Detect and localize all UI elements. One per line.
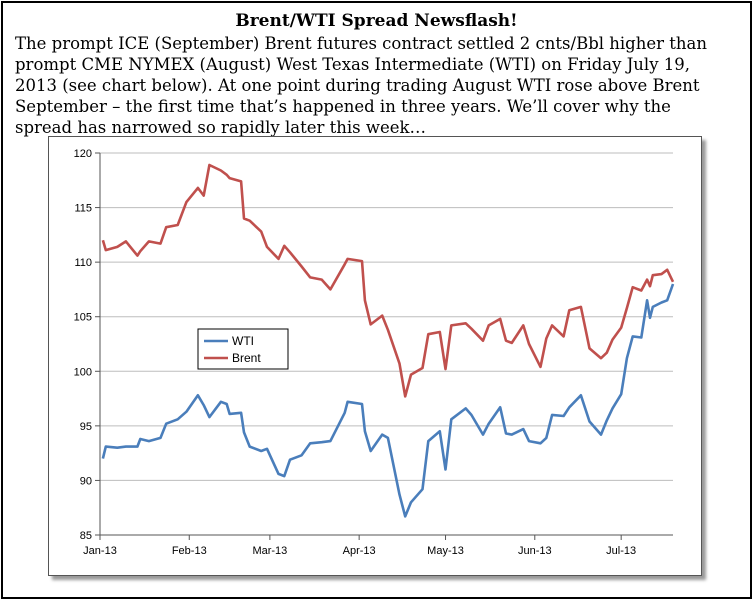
body-line: September – the first time that’s happen… bbox=[15, 97, 671, 116]
body-text: The prompt ICE (September) Brent futures… bbox=[15, 33, 745, 138]
body-line: 2013 (see chart below). At one point dur… bbox=[15, 76, 700, 95]
y-tick-label: 110 bbox=[74, 257, 92, 269]
x-tick-label: Jul-13 bbox=[606, 545, 636, 557]
x-tick-label: Jun-13 bbox=[518, 545, 552, 557]
legend-box bbox=[197, 328, 289, 370]
x-tick-label: Jan-13 bbox=[83, 545, 117, 557]
legend-label-wti: WTI bbox=[232, 334, 254, 348]
line-chart: 85 90 95 100 105 110 115 120 Jan-13 Feb-13 Mar-13 A… bbox=[74, 148, 675, 557]
y-tick-label: 105 bbox=[74, 312, 92, 324]
y-tick-label: 120 bbox=[74, 148, 92, 160]
body-line: spread has narrowed so rapidly later thi… bbox=[15, 118, 427, 137]
x-tick-label: Apr-13 bbox=[343, 545, 376, 557]
y-tick-label: 95 bbox=[80, 421, 92, 433]
series-line-wti bbox=[101, 283, 675, 518]
headline: Brent/WTI Spread Newsflash! bbox=[235, 11, 518, 31]
x-tick-label: Feb-13 bbox=[172, 545, 207, 557]
body-line: The prompt ICE (September) Brent futures… bbox=[15, 34, 707, 53]
y-tick-label: 90 bbox=[80, 475, 92, 487]
legend-label-brent: Brent bbox=[232, 351, 261, 365]
chart-container: 85 90 95 100 105 110 115 120 Jan-13 Feb-13 Mar-13 A… bbox=[48, 136, 702, 576]
body-line: prompt CME NYMEX (August) West Texas Int… bbox=[15, 55, 691, 74]
x-tick-label: Mar-13 bbox=[252, 545, 287, 557]
y-tick-label: 100 bbox=[74, 366, 92, 378]
x-tick-label: May-13 bbox=[427, 545, 464, 557]
y-tick-label: 115 bbox=[74, 203, 92, 215]
y-tick-label: 85 bbox=[80, 530, 92, 542]
series-line-brent bbox=[101, 163, 675, 398]
